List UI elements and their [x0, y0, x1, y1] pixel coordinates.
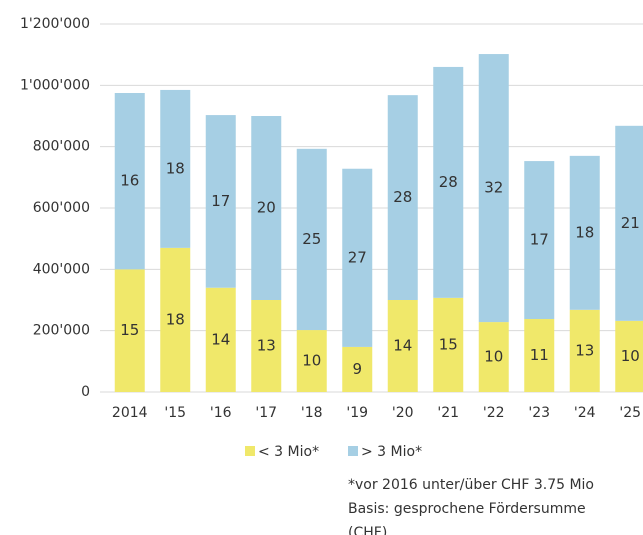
x-tick-label: 2014 [112, 405, 148, 421]
count-label: 18 [575, 223, 594, 241]
bar-segment [114, 93, 145, 270]
bar-segment [615, 320, 643, 392]
bar-segment [114, 269, 145, 392]
count-label: 28 [393, 188, 412, 206]
legend-swatch [245, 446, 255, 456]
bar-segment [296, 148, 327, 331]
count-label: 11 [530, 346, 549, 364]
count-label: 20 [257, 199, 276, 217]
x-tick-label: '24 [574, 405, 596, 421]
bar-segment [160, 247, 191, 392]
bar-segment [251, 116, 282, 300]
bar-segment [524, 319, 555, 392]
bar-segment [251, 300, 282, 392]
count-label: 25 [302, 230, 321, 248]
count-label: 9 [352, 360, 362, 378]
legend-swatch [348, 446, 358, 456]
y-tick-label: 1'200'000 [20, 16, 90, 32]
count-label: 14 [211, 330, 230, 348]
count-label: 17 [530, 231, 549, 249]
count-label: 18 [166, 310, 185, 328]
bar-segment [342, 168, 373, 347]
bar-segment [387, 95, 418, 300]
bar-segment [160, 89, 191, 248]
count-label: 28 [439, 173, 458, 191]
y-tick-label: 800'000 [33, 139, 90, 155]
x-tick-label: '17 [255, 405, 277, 421]
bar-segment [478, 322, 509, 392]
bar-segment [342, 346, 373, 392]
count-label: 15 [120, 321, 139, 339]
count-label: 10 [621, 347, 640, 365]
y-tick-label: 1'000'000 [20, 77, 90, 93]
bar-segment [387, 300, 418, 392]
y-tick-label: 200'000 [33, 323, 90, 339]
x-tick-label: '25 [619, 405, 641, 421]
footnote: (CHF) [348, 525, 387, 535]
bar-segment [569, 155, 600, 310]
bar-segment [478, 54, 509, 323]
legend-label: < 3 Mio* [258, 444, 319, 460]
x-tick-label: '16 [210, 405, 232, 421]
count-label: 13 [257, 337, 276, 355]
count-label: 16 [120, 172, 139, 190]
y-tick-label: 400'000 [33, 261, 90, 277]
y-tick-label: 0 [81, 384, 90, 400]
footnote: *vor 2016 unter/über CHF 3.75 Mio [348, 477, 594, 493]
footnote: Basis: gesprochene Fördersumme [348, 501, 586, 517]
x-tick-label: '15 [164, 405, 186, 421]
x-tick-label: '21 [437, 405, 459, 421]
y-tick-label: 600'000 [33, 200, 90, 216]
count-label: 14 [393, 337, 412, 355]
bar-segment [205, 115, 236, 288]
x-tick-label: '22 [483, 405, 505, 421]
bar-segment [524, 161, 555, 320]
count-label: 21 [621, 214, 640, 232]
bar-segment [615, 125, 643, 321]
count-label: 18 [166, 159, 185, 177]
count-label: 27 [348, 248, 367, 266]
count-label: 10 [302, 352, 321, 370]
bar-segment [569, 309, 600, 392]
count-label: 17 [211, 192, 230, 210]
x-tick-label: '20 [392, 405, 414, 421]
count-label: 15 [439, 335, 458, 353]
bar-segment [296, 330, 327, 392]
bar-segment [205, 287, 236, 392]
x-tick-label: '19 [346, 405, 368, 421]
count-label: 13 [575, 341, 594, 359]
count-label: 10 [484, 348, 503, 366]
x-tick-label: '18 [301, 405, 323, 421]
bar-segment [433, 66, 464, 298]
count-label: 32 [484, 179, 503, 197]
bar-segment [433, 297, 464, 392]
x-tick-label: '23 [528, 405, 550, 421]
legend-label: > 3 Mio* [361, 444, 422, 460]
